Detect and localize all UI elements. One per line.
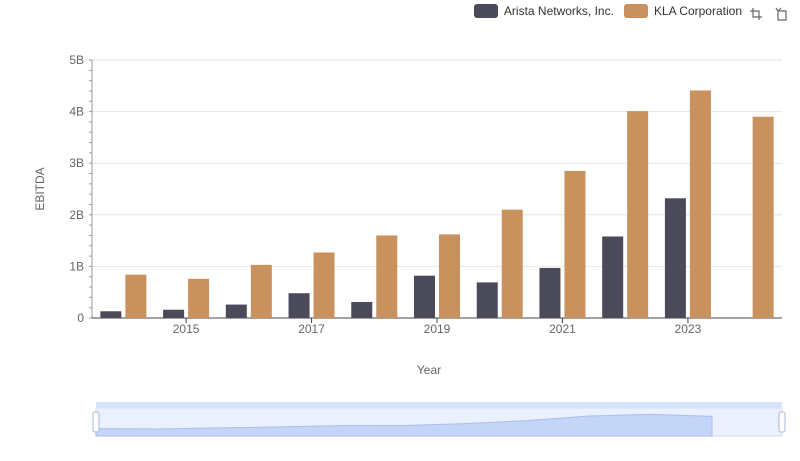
bar-arista[interactable] [351,302,373,318]
slider-left-handle[interactable] [92,411,100,433]
bar-kla[interactable] [376,235,398,318]
bar-kla[interactable] [439,234,460,318]
y-axis: 0 1B 2B 3B 4B 5B [69,53,93,325]
toolbox [748,6,790,22]
y-tick-label: 0 [77,311,84,325]
slider-preview [95,413,713,437]
x-tick-label: 2021 [549,322,576,336]
x-tick-label: 2015 [173,322,200,336]
bar-kla[interactable] [689,90,711,318]
bar-kla[interactable] [313,252,335,318]
x-tick-label: 2017 [298,322,325,336]
bar-kla[interactable] [627,111,649,318]
bar-arista[interactable] [476,282,498,318]
y-tick-label: 3B [69,156,84,170]
data-zoom-slider[interactable] [92,402,786,437]
bars [100,90,774,318]
bar-arista[interactable] [288,293,310,318]
zoom-select-icon[interactable] [748,6,764,22]
bar-kla[interactable] [564,170,586,318]
x-tick-label: 2019 [424,322,451,336]
legend-item-kla[interactable]: KLA Corporation [623,4,742,18]
bar-arista[interactable] [414,275,435,318]
legend-swatch [623,4,648,18]
bar-arista[interactable] [664,198,686,318]
bar-arista[interactable] [163,309,185,318]
restore-icon[interactable] [774,6,790,22]
slider-right-handle[interactable] [778,411,786,433]
bar-arista[interactable] [602,236,624,318]
bar-arista[interactable] [100,311,122,318]
legend-item-arista[interactable]: Arista Networks, Inc. [473,4,614,18]
x-tick-label: 2023 [675,322,702,336]
y-tick-label: 2B [69,208,84,222]
bar-arista[interactable] [539,267,561,318]
y-tick-label: 1B [69,259,84,273]
y-axis-title: EBITDA [33,167,47,210]
x-axis: 2015 2017 2019 2021 2023 [92,317,782,336]
y-tick-label: 4B [69,105,84,119]
bar-kla[interactable] [250,264,272,318]
bar-kla[interactable] [188,278,210,318]
legend: Arista Networks, Inc. KLA Corporation [473,4,742,18]
slider-move-handle[interactable] [96,402,782,408]
legend-label: Arista Networks, Inc. [503,4,614,18]
y-tick-label: 5B [69,53,84,67]
bar-arista[interactable] [225,304,247,318]
bar-kla[interactable] [501,209,523,318]
legend-swatch [473,4,498,18]
bar-kla[interactable] [752,116,774,318]
x-axis-title: Year [417,363,441,377]
legend-label: KLA Corporation [653,4,742,18]
bar-kla[interactable] [125,274,147,318]
